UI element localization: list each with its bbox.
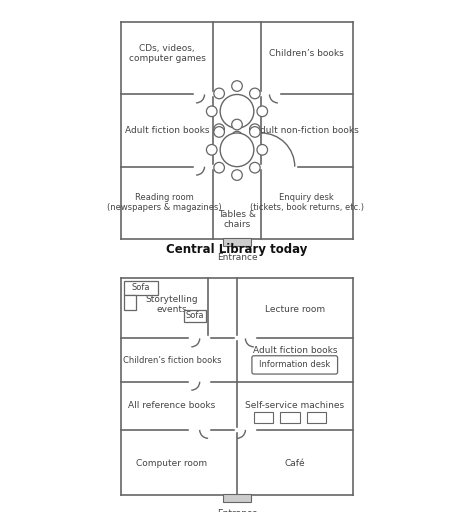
Text: All reference books: All reference books: [128, 401, 216, 410]
Bar: [124, 281, 157, 295]
Circle shape: [250, 124, 260, 135]
Bar: [307, 412, 326, 423]
Text: Adult non-fiction books: Adult non-fiction books: [255, 126, 359, 135]
Circle shape: [250, 162, 260, 173]
Bar: [280, 412, 300, 423]
Circle shape: [207, 144, 217, 155]
Text: Reading room
(newspapers & magazines): Reading room (newspapers & magazines): [108, 193, 222, 212]
Circle shape: [214, 88, 224, 99]
Text: Information desk: Information desk: [259, 360, 330, 369]
Text: Storytelling
events: Storytelling events: [146, 295, 198, 314]
Circle shape: [250, 126, 260, 137]
Text: Self-service machines: Self-service machines: [245, 401, 344, 410]
Circle shape: [232, 81, 242, 91]
Bar: [184, 310, 206, 322]
Circle shape: [220, 133, 254, 167]
Text: Entrance: Entrance: [217, 253, 257, 262]
Circle shape: [220, 94, 254, 128]
Circle shape: [250, 88, 260, 99]
Text: Lecture room: Lecture room: [264, 305, 325, 314]
Text: Central Library today: Central Library today: [166, 243, 308, 256]
Text: Computer room: Computer room: [137, 459, 208, 468]
Text: Children’s fiction books: Children’s fiction books: [123, 356, 221, 365]
Text: Enquiry desk
(tickets, book returns, etc.): Enquiry desk (tickets, book returns, etc…: [250, 193, 364, 212]
Circle shape: [214, 126, 224, 137]
Text: Adult fiction books: Adult fiction books: [125, 126, 210, 135]
Text: Café: Café: [284, 459, 305, 468]
Circle shape: [207, 106, 217, 117]
Text: CDs, videos,
computer games: CDs, videos, computer games: [129, 44, 206, 63]
Bar: [223, 494, 251, 502]
Text: Entrance: Entrance: [217, 509, 257, 512]
Circle shape: [232, 170, 242, 180]
FancyBboxPatch shape: [252, 356, 337, 374]
Text: Tables &
chairs: Tables & chairs: [218, 210, 256, 229]
Circle shape: [232, 131, 242, 142]
Bar: [124, 295, 136, 310]
Bar: [254, 412, 273, 423]
Text: Adult fiction books: Adult fiction books: [253, 346, 337, 355]
Text: Children’s books: Children’s books: [269, 49, 344, 58]
Circle shape: [257, 144, 267, 155]
Circle shape: [214, 124, 224, 135]
Text: Sofa: Sofa: [186, 311, 204, 320]
Text: Sofa: Sofa: [131, 284, 150, 292]
Circle shape: [232, 119, 242, 130]
Circle shape: [214, 162, 224, 173]
Bar: [223, 238, 251, 246]
Circle shape: [257, 106, 267, 117]
